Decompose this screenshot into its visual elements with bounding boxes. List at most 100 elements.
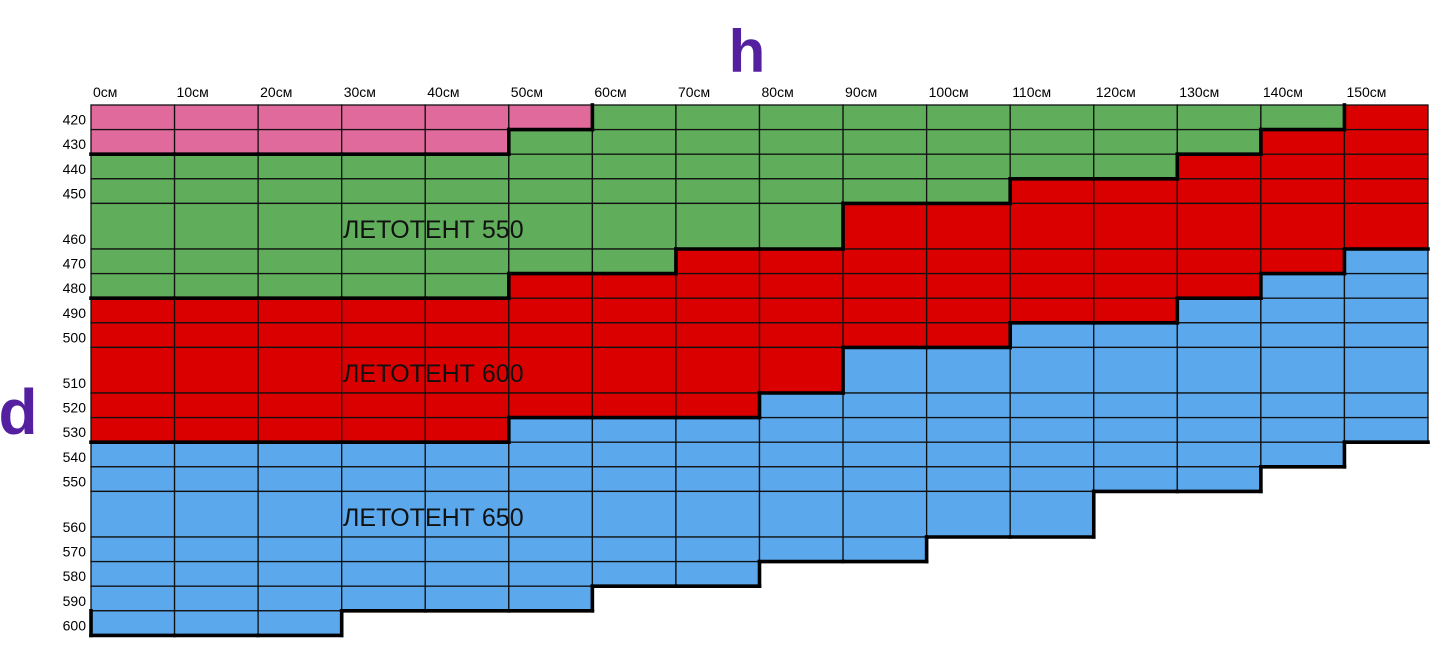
cell-560-1 [173,490,259,538]
column-label: 100см [929,84,969,100]
column-label: 120см [1096,84,1136,100]
column-label: 150см [1346,84,1386,100]
cell-460-0 [90,202,176,250]
cell-420-15 [1343,104,1429,131]
cell-440-9 [842,153,928,180]
cell-570-6 [591,536,677,563]
cell-460-7 [675,202,761,250]
column-label: 10см [177,84,209,100]
cell-490-8 [758,297,844,324]
cell-520-11 [1009,392,1095,419]
cell-470-5 [508,248,594,275]
cell-520-13 [1176,392,1262,419]
cell-520-1 [173,392,259,419]
cell-530-15 [1343,416,1429,443]
cell-470-12 [1093,248,1178,275]
cell-480-11 [1009,272,1095,299]
zone-label: ЛЕТОТЕНТ 600 [343,360,524,388]
cell-600-1 [173,610,259,637]
steps-layer [89,103,1430,638]
cell-490-7 [675,297,761,324]
row-label: 490 [63,305,87,321]
cell-520-8 [758,392,844,419]
cell-420-12 [1093,104,1178,131]
cell-510-11 [1009,346,1095,394]
cell-420-1 [173,104,259,131]
cell-520-4 [424,392,510,419]
cell-510-2 [257,346,343,394]
cell-450-14 [1260,178,1346,205]
cell-600-0 [90,610,176,637]
cell-560-2 [257,490,343,538]
cell-450-4 [424,178,510,205]
cell-530-7 [675,416,761,443]
row-label: 480 [63,280,87,296]
cell-520-14 [1260,392,1346,419]
cell-450-10 [925,178,1011,205]
cell-540-14 [1260,441,1346,468]
cell-440-0 [90,153,176,180]
cell-550-4 [424,466,510,493]
cell-550-3 [341,466,426,493]
cell-540-0 [90,441,176,468]
column-label: 90см [845,84,877,100]
cell-490-4 [424,297,510,324]
row-label: 460 [63,231,87,247]
cell-500-8 [758,322,844,349]
cell-500-7 [675,322,761,349]
cell-460-2 [257,202,343,250]
cell-550-0 [90,466,176,493]
cell-530-1 [173,416,259,443]
cell-470-6 [591,248,677,275]
column-label: 80см [762,84,794,100]
cell-470-4 [424,248,510,275]
cell-420-14 [1260,104,1346,131]
cell-590-5 [508,585,594,612]
cell-570-3 [341,536,426,563]
row-label: 590 [63,593,87,609]
cell-510-1 [173,346,259,394]
cell-530-3 [341,416,426,443]
cell-560-9 [842,490,928,538]
column-label: 130см [1179,84,1219,100]
cell-430-15 [1343,128,1429,155]
column-label: 50см [511,84,543,100]
row-label: 420 [63,112,87,128]
cell-440-1 [173,153,259,180]
cell-460-3 [341,202,426,250]
cell-560-7 [675,490,761,538]
cell-550-10 [925,466,1011,493]
cell-520-15 [1343,392,1429,419]
cell-540-9 [842,441,928,468]
cell-500-11 [1009,322,1095,349]
cell-550-2 [257,466,343,493]
cell-440-5 [508,153,594,180]
cell-460-12 [1093,202,1178,250]
cell-530-10 [925,416,1011,443]
cell-500-9 [842,322,928,349]
cell-460-13 [1176,202,1262,250]
cell-470-1 [173,248,259,275]
cell-600-2 [257,610,343,637]
cell-430-10 [925,128,1011,155]
row-label: 560 [63,519,87,535]
cell-510-8 [758,346,844,394]
cell-480-8 [758,272,844,299]
column-label: 110см [1012,84,1051,100]
cell-480-1 [173,272,259,299]
cell-440-4 [424,153,510,180]
cell-430-14 [1260,128,1346,155]
cell-420-10 [925,104,1011,131]
cell-540-7 [675,441,761,468]
cell-440-15 [1343,153,1429,180]
cell-490-10 [925,297,1011,324]
cell-450-9 [842,178,928,205]
cell-480-6 [591,272,677,299]
cell-570-0 [90,536,176,563]
cell-420-8 [758,104,844,131]
cell-450-3 [341,178,426,205]
cell-470-0 [90,248,176,275]
cell-480-7 [675,272,761,299]
cell-460-15 [1343,202,1429,250]
